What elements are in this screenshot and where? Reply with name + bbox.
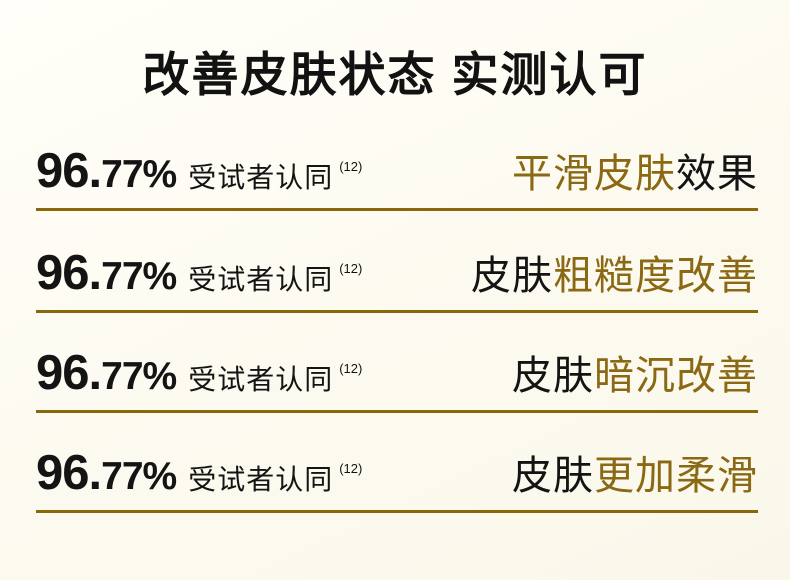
footnote-marker: (12) (339, 361, 363, 376)
benefit-segment-plain: 皮肤 (471, 254, 553, 298)
percent-value-big: 96. (36, 446, 102, 500)
footnote-marker: (12) (339, 461, 363, 476)
approval-stat: 96.77% 受试者认同 (12) (36, 143, 362, 199)
stat-row: 96.77% 受试者认同 (12) 皮肤暗沉改善 (36, 345, 758, 413)
stat-row: 96.77% 受试者认同 (12) 平滑皮肤效果 (36, 143, 758, 211)
percent-value-big: 96. (36, 144, 102, 198)
benefit-segment-highlight: 暗沉改善 (594, 354, 758, 398)
page-title: 改善皮肤状态 实测认可 (142, 48, 648, 101)
footnote-marker: (12) (339, 261, 363, 276)
benefit-text: 皮肤粗糙度改善 (471, 243, 758, 301)
benefit-text: 平滑皮肤效果 (512, 141, 758, 199)
percent-value-big: 96. (36, 246, 102, 300)
approval-label: 受试者认同 (188, 264, 334, 295)
benefit-text: 皮肤暗沉改善 (512, 343, 758, 401)
percent-value-small: 77% (101, 355, 177, 398)
percent-value-small: 77% (101, 255, 177, 298)
percent-value-small: 77% (101, 455, 177, 498)
stat-row-content: 96.77% 受试者认同 (12) 平滑皮肤效果 (36, 141, 758, 199)
stat-row-content: 96.77% 受试者认同 (12) 皮肤暗沉改善 (36, 343, 758, 401)
footnote-marker: (12) (339, 159, 363, 174)
approval-label: 受试者认同 (188, 364, 334, 395)
benefit-text: 皮肤更加柔滑 (512, 443, 758, 501)
benefit-segment-plain: 皮肤 (512, 354, 594, 398)
benefit-segment-highlight: 更加柔滑 (594, 454, 758, 498)
benefit-segment-highlight: 粗糙度改善 (553, 254, 758, 298)
approval-label: 受试者认同 (188, 464, 334, 495)
percent-value-big: 96. (36, 346, 102, 400)
stat-row: 96.77% 受试者认同 (12) 皮肤粗糙度改善 (36, 245, 758, 313)
stat-row: 96.77% 受试者认同 (12) 皮肤更加柔滑 (36, 445, 758, 513)
benefit-segment-plain: 效果 (676, 152, 758, 196)
benefit-segment-highlight: 平滑皮肤 (512, 152, 676, 196)
approval-stat: 96.77% 受试者认同 (12) (36, 345, 362, 401)
percent-value-small: 77% (101, 153, 177, 196)
benefit-segment-plain: 皮肤 (512, 454, 594, 498)
approval-stat: 96.77% 受试者认同 (12) (36, 445, 362, 501)
stat-row-content: 96.77% 受试者认同 (12) 皮肤更加柔滑 (36, 443, 758, 501)
approval-stat: 96.77% 受试者认同 (12) (36, 245, 362, 301)
approval-label: 受试者认同 (188, 162, 334, 193)
stat-row-content: 96.77% 受试者认同 (12) 皮肤粗糙度改善 (36, 243, 758, 301)
